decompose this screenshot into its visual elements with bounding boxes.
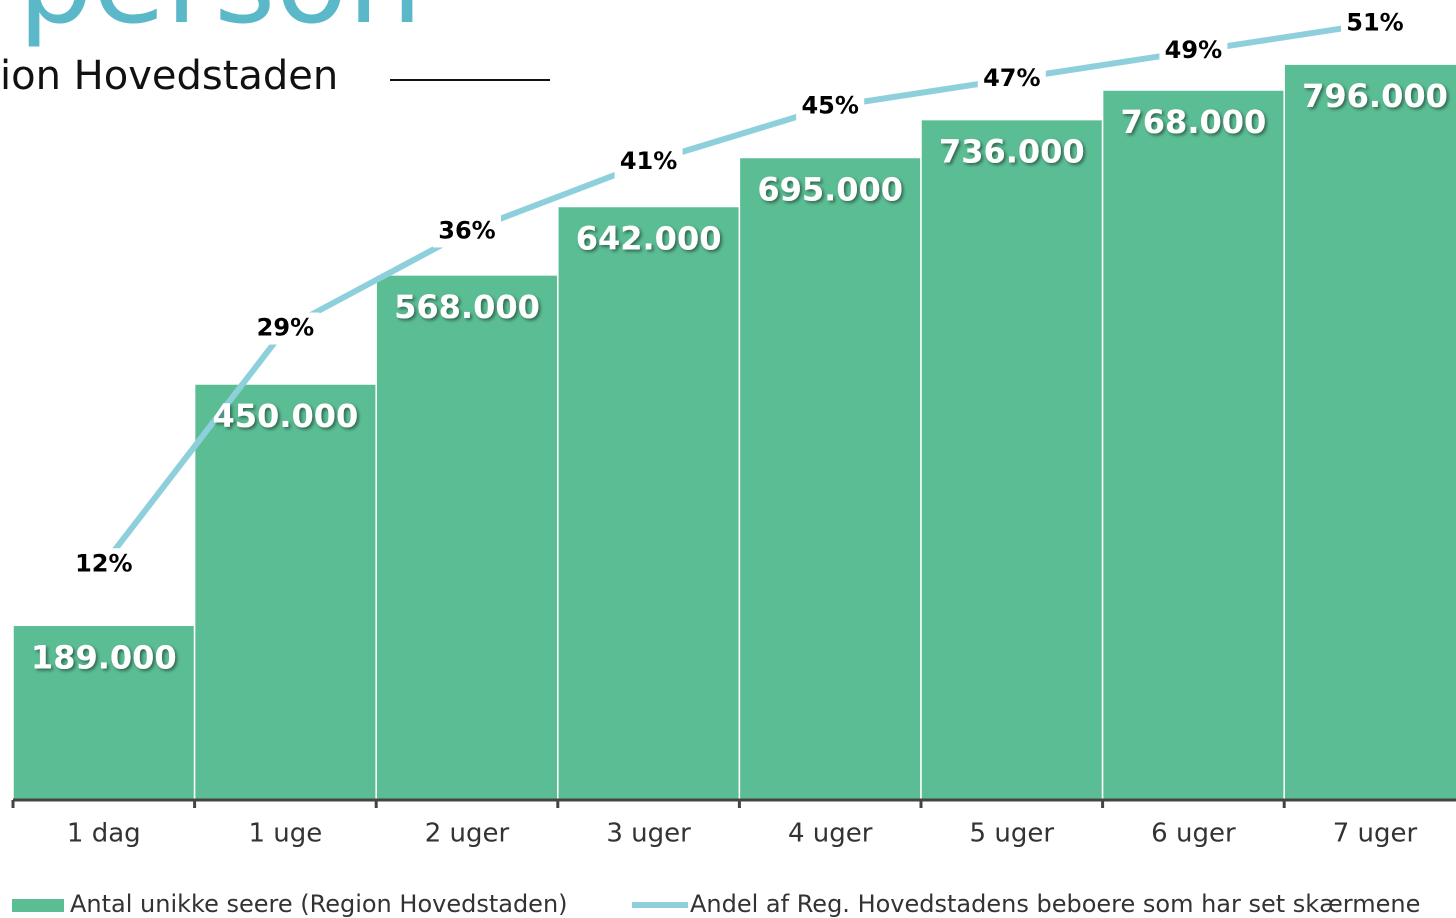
legend-label: Andel af Reg. Hovedstadens beboere som h… bbox=[690, 890, 1420, 918]
bar bbox=[738, 156, 922, 801]
label-bg bbox=[977, 62, 1046, 95]
bar bbox=[557, 205, 741, 801]
bar bbox=[1283, 63, 1456, 801]
line-value-label: 49% bbox=[1165, 36, 1222, 64]
x-tick-label: 6 uger bbox=[1151, 819, 1236, 849]
label-bg bbox=[69, 548, 138, 581]
line-value-label: 41% bbox=[620, 147, 677, 175]
bar bbox=[920, 118, 1104, 801]
x-tick-label: 2 uger bbox=[425, 819, 510, 849]
bar-value-label: 736.000 bbox=[939, 133, 1085, 171]
bar-value-label: 450.000 bbox=[213, 397, 359, 435]
chart-subtitle: ion Hovedstaden bbox=[0, 53, 338, 99]
line-value-label: 12% bbox=[75, 549, 132, 577]
label-bg bbox=[1159, 35, 1228, 68]
x-tick-label: 7 uger bbox=[1333, 819, 1418, 849]
bar-value-label: 642.000 bbox=[576, 220, 722, 258]
bar bbox=[1101, 89, 1285, 801]
line-value-label: 36% bbox=[438, 216, 495, 244]
line-value-label: 29% bbox=[257, 314, 314, 342]
chart-title: person bbox=[18, 0, 422, 50]
bar-value-label: 796.000 bbox=[1302, 77, 1448, 115]
label-bg bbox=[433, 215, 501, 248]
x-tick-label: 1 uge bbox=[249, 819, 323, 849]
x-tick-label: 4 uger bbox=[788, 819, 873, 849]
x-tick-label: 5 uger bbox=[970, 819, 1055, 849]
legend-swatch bbox=[12, 899, 64, 912]
legend-label: Antal unikke seere (Region Hovedstaden) bbox=[70, 890, 568, 918]
label-bg bbox=[796, 90, 865, 123]
bar-value-label: 768.000 bbox=[1121, 103, 1267, 141]
label-bg bbox=[1341, 7, 1409, 40]
x-tick-label: 3 uger bbox=[606, 819, 691, 849]
bar-value-label: 695.000 bbox=[757, 171, 903, 209]
bar bbox=[193, 383, 377, 801]
line-value-label: 45% bbox=[801, 92, 858, 120]
bar bbox=[375, 274, 559, 801]
line-value-label: 51% bbox=[1346, 8, 1403, 36]
bar-value-label: 189.000 bbox=[31, 638, 177, 676]
x-tick-label: 1 dag bbox=[67, 819, 141, 849]
label-bg bbox=[251, 312, 320, 345]
label-bg bbox=[614, 146, 683, 179]
line-value-label: 47% bbox=[983, 64, 1040, 92]
bar-value-label: 568.000 bbox=[394, 288, 540, 326]
